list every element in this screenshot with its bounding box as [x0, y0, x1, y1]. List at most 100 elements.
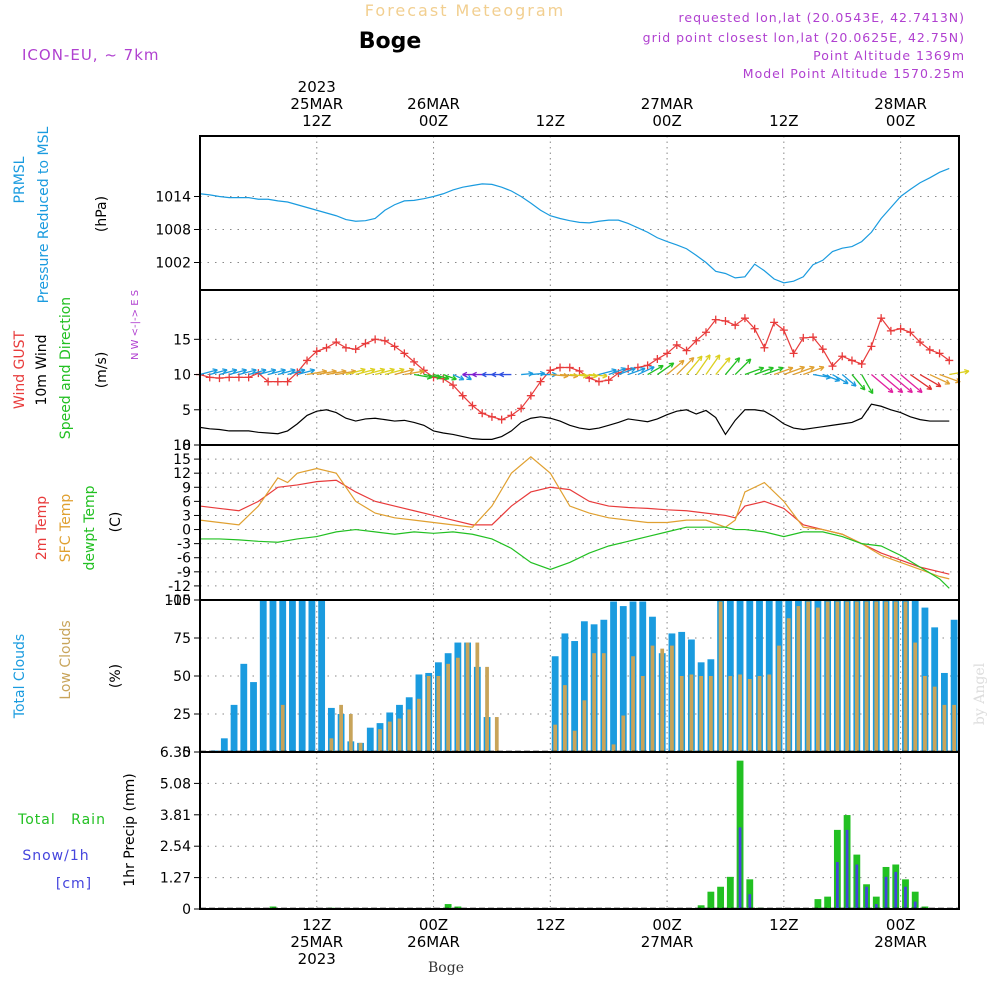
- clouds-gridlines: [200, 600, 959, 752]
- clouds-bar-low: [417, 698, 421, 752]
- gust-marker: [546, 366, 555, 375]
- clouds-bar-low: [786, 618, 791, 752]
- precip-bar-rain: [824, 896, 832, 909]
- gust-marker: [663, 349, 672, 358]
- clouds-bar-total: [551, 656, 559, 752]
- pressure-plot: [199, 135, 960, 291]
- gust-marker: [847, 356, 856, 365]
- y-tick-label: 6: [182, 494, 191, 510]
- pressure-label-1: PRMSL: [12, 156, 28, 203]
- wind-direction-arrow: [793, 365, 815, 376]
- gust-marker: [264, 377, 273, 386]
- clouds-unit: (%): [108, 664, 124, 688]
- gust-marker: [283, 377, 292, 386]
- precip-bar-snow: [855, 864, 859, 909]
- clouds-bar-low: [903, 601, 908, 752]
- gust-marker: [575, 367, 584, 376]
- wind-direction-arrow: [900, 374, 923, 394]
- clouds-bar-total: [230, 704, 238, 752]
- bottom-tick-label: 00Z: [652, 916, 681, 934]
- gust-marker: [225, 373, 234, 382]
- series-line: [199, 403, 950, 440]
- clouds-bar-total: [240, 663, 248, 752]
- wind-direction-arrow: [724, 357, 741, 375]
- clouds-bar-low: [689, 674, 694, 752]
- gust-marker: [925, 345, 934, 354]
- top-tick-label: 00Z: [419, 112, 448, 130]
- precip-bar-rain: [872, 896, 880, 909]
- y-tick-label: 1014: [155, 190, 191, 206]
- y-tick-label: 12: [173, 466, 191, 482]
- clouds-bar-total: [220, 738, 228, 752]
- clouds-bar-low: [679, 676, 684, 752]
- clouds-bar-low: [699, 676, 704, 752]
- clouds-bar-low: [640, 676, 645, 752]
- gust-marker: [828, 362, 837, 371]
- wind-direction-arrow: [656, 362, 675, 376]
- clouds-bar-low: [757, 676, 762, 752]
- y-tick-label: 1008: [155, 223, 191, 239]
- y-tick-label: 3: [182, 508, 191, 524]
- series-line: [199, 167, 950, 284]
- temperature-gridlines: [200, 445, 959, 600]
- chart-title: Forecast Meteogram: [365, 1, 565, 20]
- gust-marker: [487, 412, 496, 421]
- gust-marker: [731, 321, 740, 330]
- clouds-bar-low: [387, 721, 392, 752]
- precip-panel: 0 1.27 2.54 3.81 5.08 6.35 Total Rain Snow/1h…: [17, 745, 960, 918]
- clouds-bar-low: [796, 606, 801, 752]
- gust-marker: [896, 324, 905, 333]
- panel-frame: [199, 135, 960, 291]
- wind-direction-arrow: [499, 371, 512, 378]
- gust-marker: [478, 409, 487, 418]
- bottom-location-label: Boge: [428, 960, 464, 976]
- bottom-tick-label: 27MAR: [641, 933, 694, 951]
- gust-marker: [526, 391, 535, 400]
- wind-direction-arrow: [929, 373, 951, 385]
- gust-marker: [517, 404, 526, 413]
- gust-marker: [361, 339, 370, 348]
- wind-y-ticks: 0 5 10 15: [173, 332, 200, 454]
- precip-bar-rain: [726, 876, 734, 909]
- temp-dewpt-label: dewpt Temp: [82, 485, 98, 570]
- wind-direction-arrow: [783, 365, 805, 376]
- clouds-bar-low: [738, 674, 742, 752]
- gust-marker: [565, 363, 574, 372]
- y-tick-label: 10: [173, 368, 191, 384]
- clouds-bar-low: [329, 738, 334, 752]
- location-title: Boge: [359, 29, 422, 54]
- gust-marker: [507, 411, 516, 420]
- clouds-bar-low: [835, 601, 840, 752]
- clouds-bar-low: [592, 653, 596, 752]
- gust-marker: [838, 352, 847, 361]
- gust-marker: [449, 381, 457, 390]
- precip-bar-snow: [884, 876, 888, 909]
- wind-direction-arrow: [841, 374, 857, 387]
- clouds-bar-low: [455, 657, 460, 752]
- wind-direction-arrow: [909, 374, 933, 391]
- top-tick-label: 12Z: [302, 112, 331, 130]
- wind-direction-arrow: [754, 366, 774, 376]
- gust-marker: [906, 328, 915, 337]
- gust-marker: [692, 336, 701, 345]
- clouds-bar-low: [718, 601, 723, 752]
- temp-unit: (C): [108, 512, 124, 533]
- wind-direction-arrow: [871, 374, 894, 394]
- clouds-y-ticks: 0 25 50 75 100: [164, 593, 200, 761]
- gust-marker: [215, 374, 224, 383]
- gust-marker: [312, 347, 321, 356]
- clouds-bar-low: [407, 709, 412, 752]
- wind-direction-arrow: [919, 373, 942, 388]
- y-tick-label: -3: [177, 537, 191, 553]
- clouds-bar-low: [650, 645, 655, 752]
- wind-gust-label: Wind GUST: [12, 330, 28, 409]
- wind-direction-arrow: [880, 374, 904, 394]
- point-altitude: Point Altitude 1369m: [813, 48, 965, 63]
- precip-bar-rain: [707, 891, 715, 909]
- gust-marker: [273, 377, 282, 386]
- clouds-bar-low: [825, 601, 830, 752]
- gust-marker: [702, 328, 710, 337]
- precip-bar-rain: [444, 904, 452, 909]
- clouds-bar-low: [874, 601, 879, 752]
